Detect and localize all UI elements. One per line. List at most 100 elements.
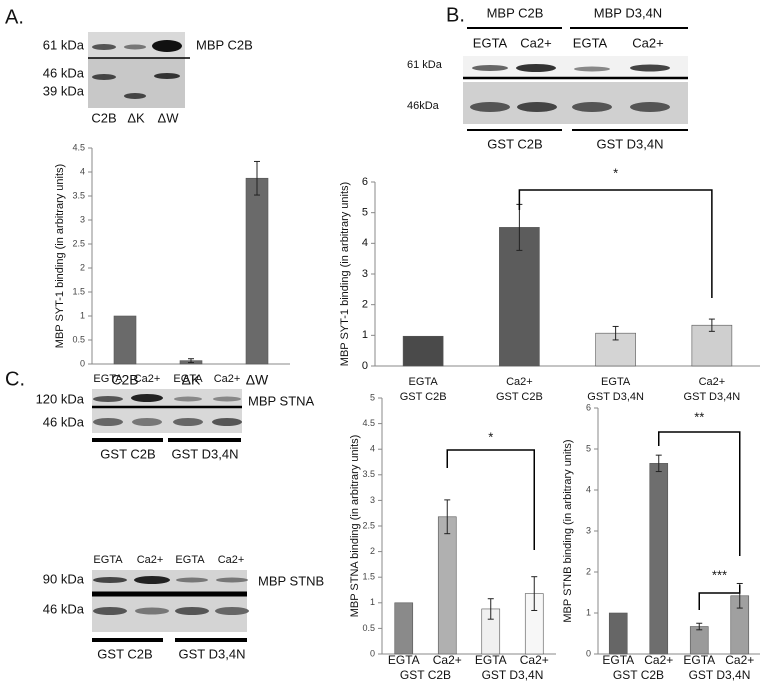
blot-label: MBP STNB xyxy=(258,573,324,588)
lane-label: EGTA xyxy=(93,554,123,566)
y-tick-label: 2 xyxy=(370,546,375,556)
band xyxy=(132,418,162,426)
group-label: GST C2B xyxy=(613,668,664,682)
y-tick-label: 0 xyxy=(80,358,85,368)
band xyxy=(93,418,123,426)
lane-label: C2B xyxy=(91,110,116,125)
y-tick-label: 1.5 xyxy=(72,286,85,296)
marker-label: 46 kDa xyxy=(43,414,85,429)
band xyxy=(152,40,182,52)
x-tick-label: GST C2B xyxy=(400,391,447,403)
y-tick-label: 4 xyxy=(586,484,591,494)
marker-label: 120 kDa xyxy=(36,391,85,406)
annotation: * xyxy=(613,165,618,180)
group-label: GST C2B xyxy=(97,646,152,661)
band xyxy=(93,577,127,583)
x-tick-label: EGTA xyxy=(409,376,439,388)
y-tick-label: 0 xyxy=(370,648,375,658)
band xyxy=(216,577,248,583)
band xyxy=(517,102,557,112)
band xyxy=(92,74,116,80)
y-tick-label: 5 xyxy=(362,207,368,219)
y-tick-label: 2 xyxy=(80,262,85,272)
band xyxy=(572,102,612,112)
group-label: MBP C2B xyxy=(487,5,544,20)
x-tick-label: GST D3,4N xyxy=(587,391,644,403)
band xyxy=(516,64,556,72)
annotation: * xyxy=(488,429,493,444)
band xyxy=(470,102,510,112)
marker-label: 61 kDa xyxy=(43,37,85,52)
x-tick-label: EGTA xyxy=(602,653,634,667)
group-label: MBP D3,4N xyxy=(594,5,662,20)
lane-label: EGTA xyxy=(173,373,203,385)
y-tick-label: 1 xyxy=(80,310,85,320)
band xyxy=(630,102,670,112)
marker-label: 46kDa xyxy=(407,100,440,112)
lane-label: ΔW xyxy=(158,110,180,125)
y-tick-label: 2 xyxy=(586,566,591,576)
panel-label: A. xyxy=(5,6,24,28)
y-tick-label: 3 xyxy=(362,268,368,280)
band xyxy=(173,418,203,426)
band xyxy=(135,607,169,615)
y-tick-label: 4.5 xyxy=(362,418,375,428)
x-tick-label: EGTA xyxy=(683,653,715,667)
lane-label: EGTA xyxy=(473,35,508,50)
x-tick-label: EGTA xyxy=(388,653,420,667)
marker-label: 46 kDa xyxy=(43,65,85,80)
y-tick-label: 3 xyxy=(586,525,591,535)
annotation: *** xyxy=(712,567,727,582)
panel-label: B. xyxy=(446,4,465,26)
y-tick-label: 3 xyxy=(370,495,375,505)
lane-label: Ca2+ xyxy=(134,373,161,385)
group-label: GST D3,4N xyxy=(179,646,246,661)
band xyxy=(134,576,170,584)
lane-label: EGTA xyxy=(93,373,123,385)
x-tick-label: Ca2+ xyxy=(433,653,462,667)
significance-bracket xyxy=(658,431,741,556)
band xyxy=(175,607,209,615)
bar xyxy=(245,177,269,365)
band xyxy=(215,607,249,615)
significance-bracket xyxy=(698,585,741,610)
marker-label: 39 kDa xyxy=(43,83,85,98)
y-tick-label: 1 xyxy=(362,329,368,341)
band xyxy=(124,44,146,50)
group-label: GST C2B xyxy=(100,446,155,461)
group-label: GST C2B xyxy=(487,136,542,151)
y-tick-label: 0.5 xyxy=(362,623,375,633)
y-tick-label: 2.5 xyxy=(362,520,375,530)
band xyxy=(630,64,670,72)
y-tick-label: 3.5 xyxy=(72,190,85,200)
y-axis-label: MBP SYT-1 binding (in arbitrary units) xyxy=(54,164,66,348)
marker-label: 90 kDa xyxy=(43,571,85,586)
lane-label: Ca2+ xyxy=(214,373,241,385)
y-tick-label: 4 xyxy=(362,237,368,249)
annotation: ** xyxy=(694,409,704,424)
blot-label: MBP STNA xyxy=(248,393,315,408)
y-tick-label: 4.5 xyxy=(72,142,85,152)
x-tick-label: EGTA xyxy=(601,376,631,388)
x-tick-label: Ca2+ xyxy=(725,653,754,667)
blot-a: 61 kDa 46 kDa 39 kDa MBP C2B C2B ΔK ΔW xyxy=(43,32,253,125)
x-tick-label: ΔW xyxy=(246,372,269,388)
blot-membrane xyxy=(463,56,688,78)
y-tick-label: 3 xyxy=(80,214,85,224)
y-tick-label: 3.5 xyxy=(362,469,375,479)
lane-label: Ca2+ xyxy=(137,554,164,566)
bar xyxy=(608,612,628,655)
x-tick-label: Ca2+ xyxy=(520,653,549,667)
significance-bracket xyxy=(446,449,535,550)
y-tick-label: 4 xyxy=(370,444,375,454)
group-label: GST D3,4N xyxy=(597,136,664,151)
y-axis-label: MBP STNA binding (in arbitrary units) xyxy=(349,435,361,618)
x-tick-label: Ca2+ xyxy=(644,653,673,667)
band xyxy=(93,607,127,615)
y-tick-label: 6 xyxy=(586,402,591,412)
lane-label: EGTA xyxy=(175,554,205,566)
y-tick-label: 6 xyxy=(362,176,368,188)
panel-label: C. xyxy=(5,368,25,390)
bar xyxy=(689,626,709,655)
blot-b: MBP C2B MBP D3,4N EGTA Ca2+ EGTA Ca2+ 61… xyxy=(407,5,688,151)
